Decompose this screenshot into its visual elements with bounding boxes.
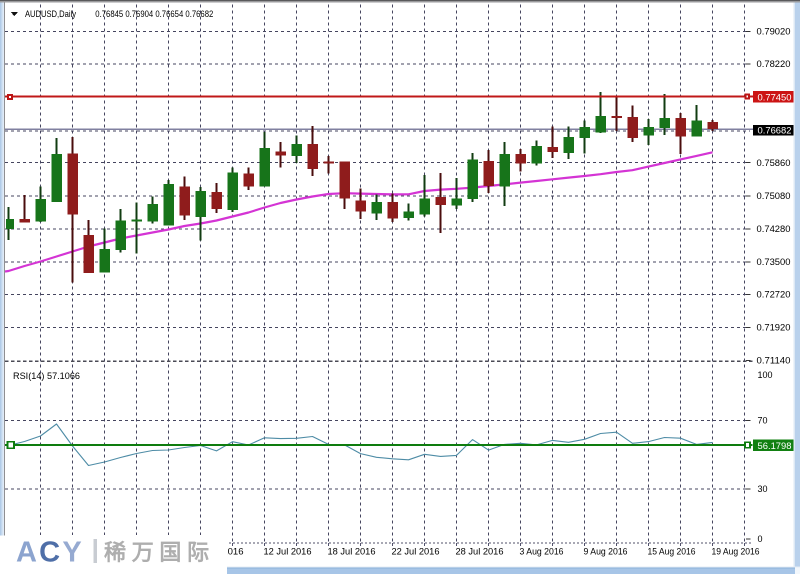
svg-text:9 Aug 2016: 9 Aug 2016 [584, 547, 628, 557]
svg-text:ACY: ACY [16, 537, 84, 569]
svg-text:0.71920: 0.71920 [757, 323, 791, 333]
svg-text:0: 0 [758, 534, 763, 544]
svg-text:0.76845 0.76904 0.76654 0.7668: 0.76845 0.76904 0.76654 0.76682 [95, 9, 213, 19]
svg-text:28 Jul 2016: 28 Jul 2016 [456, 547, 504, 557]
svg-text:0.75860: 0.75860 [757, 158, 791, 168]
svg-text:0.75080: 0.75080 [757, 191, 791, 201]
svg-text:22 Jul 2016: 22 Jul 2016 [392, 547, 440, 557]
svg-text:稀万国际: 稀万国际 [104, 540, 215, 565]
svg-text:30: 30 [758, 484, 768, 494]
svg-text:18 Jul 2016: 18 Jul 2016 [328, 547, 376, 557]
svg-text:0.71140: 0.71140 [757, 356, 791, 366]
svg-text:56.1798: 56.1798 [758, 441, 792, 451]
svg-text:AUDUSD,Daily: AUDUSD,Daily [25, 9, 76, 19]
svg-text:0.78220: 0.78220 [757, 59, 791, 69]
svg-text:0.77450: 0.77450 [758, 92, 792, 102]
svg-text:0.79020: 0.79020 [757, 27, 791, 37]
svg-text:0.76682: 0.76682 [758, 126, 792, 136]
svg-text:19 Aug 2016: 19 Aug 2016 [712, 547, 760, 557]
svg-text:0.73500: 0.73500 [757, 257, 791, 267]
svg-text:0.72720: 0.72720 [757, 290, 791, 300]
svg-text:12 Jul 2016: 12 Jul 2016 [264, 547, 312, 557]
svg-text:100: 100 [758, 370, 773, 380]
svg-text:3 Aug 2016: 3 Aug 2016 [520, 547, 564, 557]
svg-text:RSI(14) 57.1066: RSI(14) 57.1066 [13, 371, 80, 381]
svg-text:0.74280: 0.74280 [757, 224, 791, 234]
svg-text:15 Aug 2016: 15 Aug 2016 [648, 547, 696, 557]
svg-text:70: 70 [758, 416, 768, 426]
